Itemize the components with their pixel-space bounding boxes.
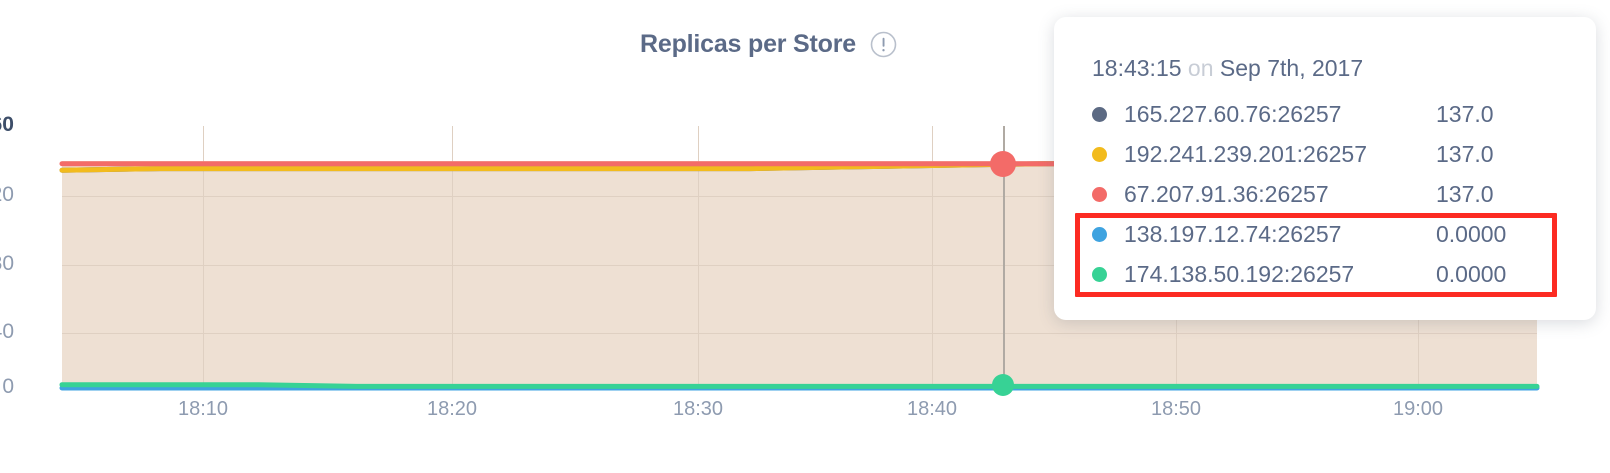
- tooltip-series-list: 165.227.60.76:26257 137.0 192.241.239.201:…: [1054, 94, 1596, 294]
- series-value: 0.0000: [1436, 260, 1507, 287]
- series-value: 137.0: [1436, 180, 1494, 207]
- series-line: [62, 385, 1537, 387]
- x-axis-tick-1820: 18:20: [426, 398, 478, 420]
- series-color-dot: [1092, 106, 1107, 122]
- tooltip-row: 192.241.239.201:26257 137.0: [1054, 134, 1596, 174]
- series-color-dot: [1092, 146, 1107, 162]
- x-axis-tick-1840: 18:40: [906, 398, 958, 420]
- chart-header: Replicas per Store: [0, 30, 1537, 59]
- tooltip-on-label: on: [1187, 55, 1214, 81]
- y-axis-tick-0: 0: [2, 375, 14, 398]
- y-axis-tick-120: 120: [0, 183, 14, 206]
- series-label: 174.138.50.192:26257: [1124, 260, 1355, 287]
- series-label: 165.227.60.76:26257: [1124, 100, 1342, 127]
- tooltip-row: 165.227.60.76:26257 137.0: [1054, 94, 1596, 134]
- x-axis-tick-1900: 19:00: [1392, 398, 1444, 420]
- gridline-x-1820: [452, 126, 453, 388]
- tooltip-row: 67.207.91.36:26257 137.0: [1054, 174, 1596, 214]
- tooltip-date: Sep 7th, 2017: [1219, 55, 1364, 81]
- tooltip-timestamp: 18:43:15 on Sep 7th, 2017: [1054, 55, 1596, 82]
- gridline-x-1810: [203, 126, 204, 388]
- gridline-y-40: [62, 333, 1537, 334]
- series-label: 192.241.239.201:26257: [1124, 140, 1368, 167]
- hover-marker-green: [992, 374, 1014, 396]
- y-axis-tick-80: 80: [0, 252, 14, 275]
- series-color-dot: [1092, 186, 1107, 202]
- gridline-x-1840: [932, 126, 933, 388]
- page-title: Replicas per Store: [640, 30, 856, 58]
- tooltip-time: 18:43:15: [1092, 55, 1182, 81]
- exclamation-circle-icon[interactable]: [870, 31, 897, 58]
- gridline-y-80: [62, 265, 1537, 266]
- series-value: 0.0000: [1436, 220, 1507, 247]
- tooltip-row: 174.138.50.192:26257 0.0000: [1054, 254, 1596, 294]
- hover-marker-red: [990, 150, 1016, 177]
- x-axis-tick-1830: 18:30: [672, 398, 724, 420]
- hover-cursor-line: [1003, 126, 1005, 388]
- x-axis-tick-1810: 18:10: [177, 398, 229, 420]
- series-color-dot: [1092, 266, 1107, 282]
- y-axis-tick-160: 160: [0, 113, 14, 136]
- series-value: 137.0: [1436, 140, 1494, 167]
- series-color-dot: [1092, 226, 1107, 242]
- x-axis-tick-1850: 18:50: [1150, 398, 1202, 420]
- tooltip-row: 138.197.12.74:26257 0.0000: [1054, 214, 1596, 254]
- series-label: 138.197.12.74:26257: [1124, 220, 1342, 247]
- gridline-x-1830: [698, 126, 699, 388]
- gridline-y-120: [62, 196, 1537, 197]
- y-axis-tick-40: 40: [0, 320, 14, 343]
- hover-tooltip: 18:43:15 on Sep 7th, 2017 165.227.60.76:…: [1054, 17, 1596, 320]
- series-value: 137.0: [1436, 100, 1494, 127]
- series-label: 67.207.91.36:26257: [1124, 180, 1329, 207]
